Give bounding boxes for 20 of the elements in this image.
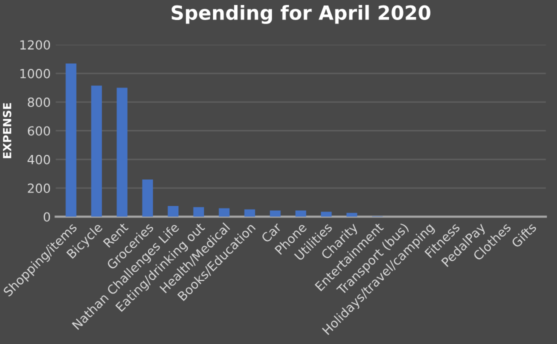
bar [66, 63, 76, 217]
bar [244, 209, 256, 217]
y-tick-label: 800 [28, 98, 50, 107]
y-tick-label: 400 [28, 154, 50, 164]
bar [320, 212, 332, 217]
y-tick-label: 600 [28, 126, 50, 136]
bar [295, 210, 306, 217]
y-tick-label: 200 [28, 184, 50, 193]
bar [142, 179, 153, 217]
chart-title: Spending for April 2020 [172, 4, 430, 24]
bar [168, 206, 178, 217]
bar [116, 88, 128, 217]
y-tick-label: 1200 [20, 40, 50, 50]
bar [91, 86, 102, 217]
bar [218, 208, 230, 217]
y-tick-label: 0 [44, 212, 50, 222]
bar [270, 210, 281, 217]
bar [193, 207, 204, 217]
y-tick-label: 1000 [20, 68, 50, 78]
y-axis-title: EXPENSE [2, 103, 12, 158]
